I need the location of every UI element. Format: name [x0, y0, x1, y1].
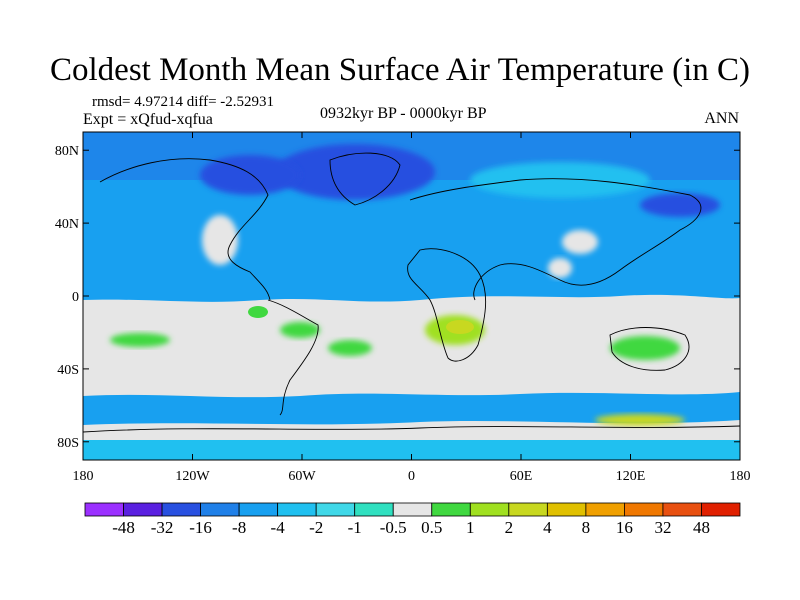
- period-label: 0932kyr BP - 0000kyr BP: [320, 105, 487, 122]
- colorbar-swatch: [701, 502, 741, 517]
- plot-title: Coldest Month Mean Surface Air Temperatu…: [50, 52, 750, 88]
- colorbar-swatch: [431, 502, 471, 517]
- colorbar-label: -2: [309, 518, 323, 537]
- experiment-label: Expt = xQfud-xqfua: [83, 111, 213, 128]
- colorbar-label: 1: [466, 518, 475, 537]
- colorbar-swatch: [315, 502, 356, 517]
- colorbar-label: -32: [151, 518, 174, 537]
- colorbar-label: 8: [582, 518, 591, 537]
- colorbar-swatch: [392, 502, 433, 517]
- lat-tick-label: 40N: [55, 217, 79, 232]
- longitude-axis: 180 120W 60W 0 60E 120E 180: [73, 132, 751, 484]
- colorbar-swatch: [354, 502, 394, 517]
- lat-tick-label: 40S: [57, 363, 79, 378]
- colorbar-swatch: [662, 502, 702, 517]
- colorbar-swatch: [546, 502, 587, 517]
- lon-tick-label: 120W: [175, 469, 210, 484]
- stats-text: rmsd= 4.97214 diff= -2.52931: [92, 94, 275, 110]
- lon-tick-label: 60E: [510, 469, 533, 484]
- lon-tick-label: 60W: [288, 469, 316, 484]
- season-label: ANN: [704, 110, 739, 127]
- coastlines: [83, 152, 740, 433]
- lon-tick-label: 180: [730, 469, 751, 484]
- colorbar-label: 16: [616, 518, 633, 537]
- colorbar-label: 2: [505, 518, 514, 537]
- colorbar-swatch: [508, 502, 548, 517]
- colorbar-swatch: [238, 502, 279, 517]
- colorbar-label: -4: [271, 518, 286, 537]
- colorbar-swatch: [277, 502, 317, 517]
- lat-tick-label: 80S: [57, 436, 79, 451]
- colorbar-label: -1: [348, 518, 362, 537]
- colorbar: [84, 502, 741, 517]
- lat-tick-label: 80N: [55, 144, 79, 159]
- colorbar-swatch: [161, 502, 201, 517]
- colorbar-swatch: [84, 502, 124, 517]
- colorbar-label: 4: [543, 518, 552, 537]
- colorbar-label: -0.5: [380, 518, 407, 537]
- colorbar-labels: -48 -32 -16 -8 -4 -2 -1 -0.5 0.5 1 2 4 8 16 32 48: [112, 518, 710, 537]
- colorbar-label: 32: [654, 518, 671, 537]
- lon-tick-label: 0: [408, 469, 415, 484]
- colorbar-swatch: [123, 502, 163, 517]
- colorbar-swatch: [624, 502, 664, 517]
- colorbar-swatch: [585, 502, 625, 517]
- lon-tick-label: 180: [73, 469, 94, 484]
- colorbar-label: 0.5: [421, 518, 442, 537]
- temperature-field: [83, 132, 740, 460]
- colorbar-label: -48: [112, 518, 135, 537]
- colorbar-swatch: [200, 502, 240, 517]
- colorbar-label: -8: [232, 518, 246, 537]
- lat-tick-label: 0: [72, 290, 79, 305]
- latitude-axis: 80N 40N 0 40S 80S: [55, 144, 740, 451]
- colorbar-swatch: [469, 502, 510, 517]
- colorbar-label: -16: [189, 518, 212, 537]
- colorbar-label: 48: [693, 518, 710, 537]
- lon-tick-label: 120E: [616, 469, 646, 484]
